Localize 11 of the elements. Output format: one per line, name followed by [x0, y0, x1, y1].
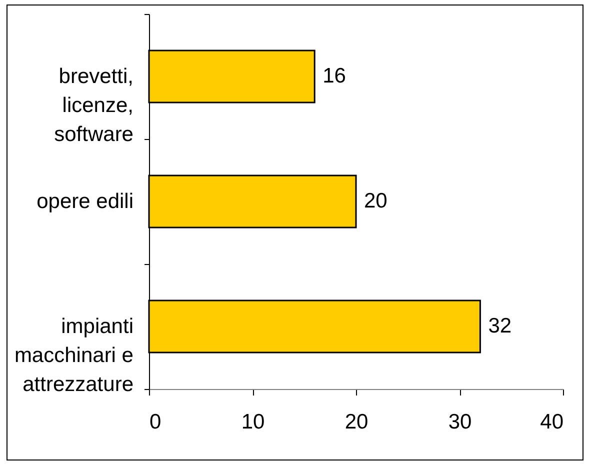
data-label: 32 [488, 314, 512, 338]
x-tick-label: 40 [540, 410, 564, 434]
data-label: 20 [364, 190, 388, 212]
x-tick-label: 20 [344, 410, 368, 434]
y-tick-label: brevetti, licenze, software [54, 65, 134, 146]
x-tick-label: 30 [448, 410, 472, 434]
x-tick-label: 10 [241, 410, 265, 434]
y-tick-label: impianti macchinari e attrezzature [14, 315, 134, 396]
y-tick-label: opere edili [36, 190, 134, 213]
data-label: 16 [322, 64, 346, 88]
x-tick-label: 0 [150, 410, 162, 434]
